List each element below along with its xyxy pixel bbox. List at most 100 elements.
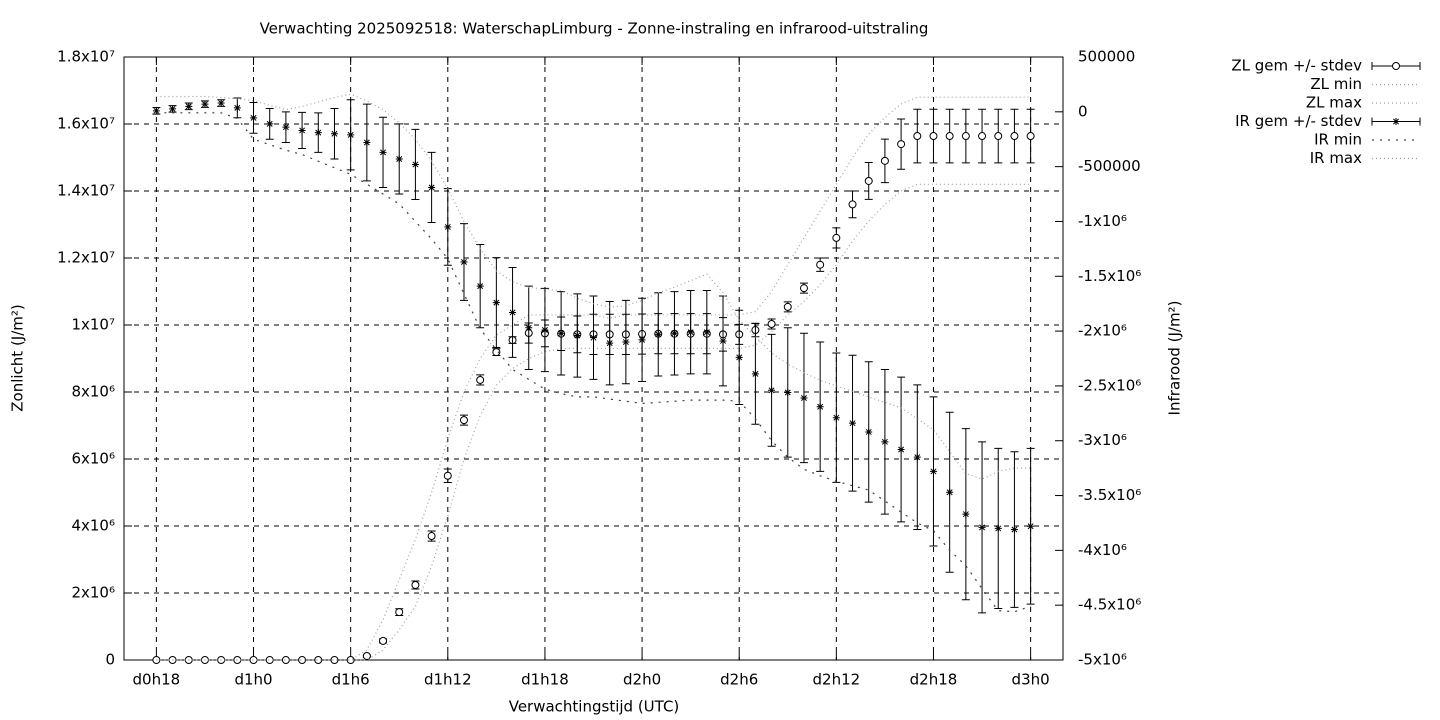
x-tick-label: d0h18 — [133, 671, 181, 689]
point — [509, 308, 517, 316]
point — [233, 104, 241, 112]
point — [767, 319, 776, 328]
point — [994, 132, 1003, 141]
point — [880, 156, 889, 165]
point — [1010, 526, 1018, 534]
point — [735, 353, 743, 361]
point — [913, 132, 922, 141]
plot-frame — [123, 56, 1064, 661]
point — [654, 330, 662, 338]
point — [897, 445, 905, 453]
point — [314, 129, 322, 137]
x-tick-label: d1h18 — [521, 671, 569, 689]
legend-label: ZL min — [1310, 75, 1362, 93]
x-axis-label: Verwachtingstijd (UTC) — [509, 698, 680, 716]
point — [832, 233, 841, 242]
point — [687, 328, 695, 336]
point — [363, 139, 371, 147]
point — [784, 388, 792, 396]
line — [156, 183, 1031, 661]
y2-tick-label: -500000 — [1078, 157, 1141, 175]
point — [1010, 132, 1019, 141]
chart-title: Verwachting 2025092518: WaterschapLimbur… — [260, 20, 929, 38]
point — [864, 176, 873, 185]
point — [816, 260, 825, 269]
point — [994, 524, 1002, 532]
point — [573, 331, 581, 339]
y-axis-label: Zonlicht (J/m²) — [9, 304, 27, 412]
point — [476, 282, 484, 290]
point — [379, 148, 387, 156]
point — [832, 414, 840, 422]
point — [217, 99, 225, 107]
point — [816, 403, 824, 411]
y-tick-label: 6x10⁶ — [71, 450, 115, 468]
point — [444, 223, 452, 231]
point — [250, 114, 258, 122]
point — [330, 656, 339, 664]
point — [460, 258, 468, 266]
line — [156, 93, 1031, 480]
x-tick-label: d2h12 — [813, 671, 861, 689]
point — [622, 338, 630, 346]
point — [978, 523, 986, 531]
point — [897, 140, 906, 149]
point — [265, 656, 274, 664]
point — [751, 370, 759, 378]
point — [428, 183, 436, 191]
legend-marker — [1392, 118, 1400, 125]
point — [978, 132, 987, 141]
point — [282, 123, 290, 131]
y-tick-label: 4x10⁶ — [71, 517, 115, 535]
legend-label: IR min — [1314, 131, 1362, 149]
point — [298, 656, 307, 664]
point — [670, 329, 678, 337]
point — [347, 131, 355, 139]
point — [848, 200, 857, 209]
y2-tick-label: -4.5x10⁶ — [1078, 596, 1141, 614]
y2-tick-label: -2x10⁶ — [1078, 322, 1127, 340]
point — [492, 348, 501, 357]
legend-label: IR max — [1310, 149, 1362, 167]
point — [541, 326, 549, 334]
point — [557, 329, 565, 337]
point — [719, 337, 727, 345]
x-tick-label: d2h0 — [623, 671, 661, 689]
point — [961, 132, 970, 141]
y-tick-label: 1.2x10⁷ — [57, 249, 115, 267]
legend-marker — [1392, 62, 1400, 70]
point — [314, 656, 323, 664]
point — [395, 608, 404, 617]
point — [427, 532, 436, 541]
x-tick-label: d1h6 — [332, 671, 370, 689]
point — [169, 105, 177, 113]
y2-tick-label: 500000 — [1078, 48, 1135, 66]
point — [606, 339, 614, 347]
point — [459, 416, 468, 425]
point — [281, 656, 290, 664]
x-tick-label: d1h0 — [234, 671, 272, 689]
y-tick-label: 1x10⁷ — [71, 316, 115, 334]
y2-tick-label: -2.5x10⁶ — [1078, 376, 1141, 394]
point — [881, 438, 889, 446]
point — [946, 488, 954, 496]
y2-tick-label: 0 — [1078, 102, 1088, 120]
y2-tick-label: -3x10⁶ — [1078, 431, 1127, 449]
point — [443, 471, 452, 480]
point — [411, 160, 419, 168]
y2-tick-label: -1.5x10⁶ — [1078, 267, 1141, 285]
point — [476, 375, 485, 384]
point — [865, 428, 873, 436]
y2-tick-label: -1x10⁶ — [1078, 212, 1127, 230]
legend-label: ZL max — [1306, 94, 1362, 112]
y2-tick-label: -5x10⁶ — [1078, 651, 1127, 669]
point — [929, 467, 937, 475]
point — [249, 656, 258, 664]
x-tick-label: d2h6 — [720, 671, 758, 689]
point — [492, 299, 500, 307]
point — [362, 651, 371, 660]
y2-tick-label: -3.5x10⁶ — [1078, 486, 1141, 504]
point — [799, 284, 808, 293]
